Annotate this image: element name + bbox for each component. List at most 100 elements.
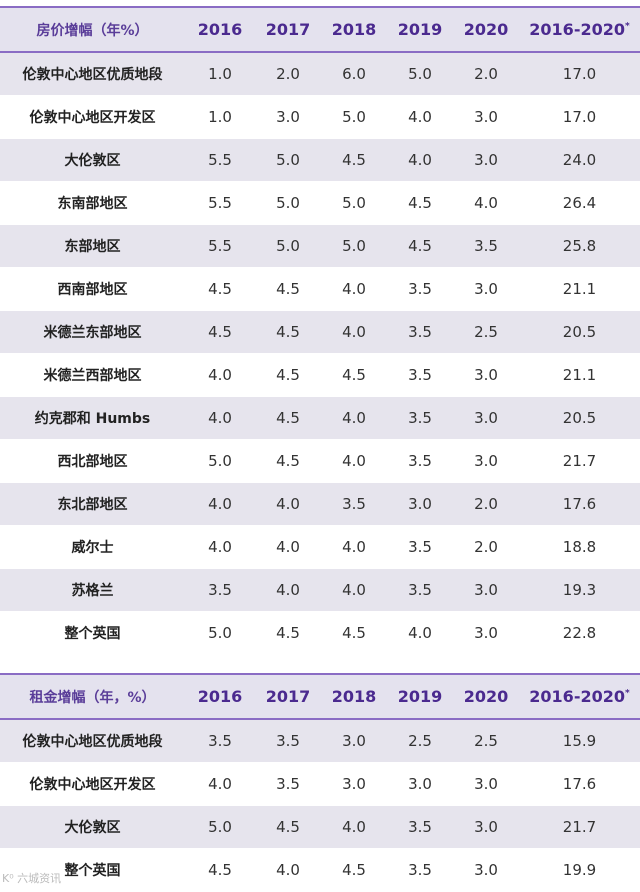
value-cell: 4.0 bbox=[453, 181, 519, 225]
region-name: 伦敦中心地区优质地段 bbox=[0, 719, 185, 763]
value-cell: 3.5 bbox=[387, 525, 453, 569]
total-cell: 21.1 bbox=[519, 267, 640, 311]
value-cell: 4.0 bbox=[321, 525, 387, 569]
region-name: 大伦敦区 bbox=[0, 805, 185, 849]
value-cell: 5.5 bbox=[185, 181, 255, 225]
value-cell: 3.5 bbox=[321, 482, 387, 526]
header-year-2019: 2019 bbox=[387, 6, 453, 53]
header-year-2016: 2016 bbox=[185, 673, 255, 720]
value-cell: 3.5 bbox=[387, 568, 453, 612]
value-cell: 4.0 bbox=[321, 568, 387, 612]
rent-growth-table: 租金增幅（年，%） 2016 2017 2018 2019 2020 2016-2020* 伦… bbox=[0, 673, 640, 892]
table-row: 大伦敦区 5.5 5.0 4.5 4.0 3.0 24.0 bbox=[0, 138, 640, 182]
total-cell: 21.1 bbox=[519, 353, 640, 397]
region-name: 伦敦中心地区开发区 bbox=[0, 762, 185, 806]
header-year-2016: 2016 bbox=[185, 6, 255, 53]
header-range-text: 2016-2020 bbox=[529, 687, 625, 706]
table-row: 整个英国 4.5 4.0 4.5 3.5 3.0 19.9 bbox=[0, 848, 640, 892]
table-header-row: 租金增幅（年，%） 2016 2017 2018 2019 2020 2016-2020* bbox=[0, 673, 640, 720]
value-cell: 4.0 bbox=[321, 396, 387, 440]
total-cell: 17.0 bbox=[519, 52, 640, 96]
header-range-mark: * bbox=[624, 688, 630, 699]
total-cell: 24.0 bbox=[519, 138, 640, 182]
value-cell: 4.0 bbox=[321, 439, 387, 483]
value-cell: 4.0 bbox=[321, 805, 387, 849]
value-cell: 3.0 bbox=[453, 611, 519, 655]
value-cell: 4.5 bbox=[255, 353, 321, 397]
value-cell: 5.5 bbox=[185, 224, 255, 268]
header-range-text: 2016-2020 bbox=[529, 20, 625, 39]
total-cell: 22.8 bbox=[519, 611, 640, 655]
value-cell: 4.5 bbox=[185, 267, 255, 311]
value-cell: 4.0 bbox=[255, 482, 321, 526]
value-cell: 3.0 bbox=[387, 762, 453, 806]
house-price-growth-table: 房价增幅（年%） 2016 2017 2018 2019 2020 2016-2020* 伦敦… bbox=[0, 6, 640, 655]
value-cell: 2.0 bbox=[453, 52, 519, 96]
total-cell: 18.8 bbox=[519, 525, 640, 569]
table-row: 西北部地区 5.0 4.5 4.0 3.5 3.0 21.7 bbox=[0, 439, 640, 483]
total-cell: 20.5 bbox=[519, 396, 640, 440]
table-row: 苏格兰 3.5 4.0 4.0 3.5 3.0 19.3 bbox=[0, 568, 640, 612]
value-cell: 4.5 bbox=[185, 848, 255, 892]
region-name: 约克郡和 Humbs bbox=[0, 396, 185, 440]
value-cell: 3.0 bbox=[453, 439, 519, 483]
table-row: 大伦敦区 5.0 4.5 4.0 3.5 3.0 21.7 bbox=[0, 805, 640, 849]
header-year-2020: 2020 bbox=[453, 6, 519, 53]
value-cell: 2.0 bbox=[255, 52, 321, 96]
value-cell: 5.0 bbox=[185, 439, 255, 483]
value-cell: 4.0 bbox=[387, 611, 453, 655]
region-name: 东南部地区 bbox=[0, 181, 185, 225]
header-range-mark: * bbox=[624, 21, 630, 32]
value-cell: 3.0 bbox=[321, 762, 387, 806]
total-cell: 21.7 bbox=[519, 439, 640, 483]
value-cell: 3.0 bbox=[453, 138, 519, 182]
total-cell: 17.0 bbox=[519, 95, 640, 139]
region-name: 整个英国 bbox=[0, 848, 185, 892]
value-cell: 4.0 bbox=[185, 525, 255, 569]
value-cell: 2.5 bbox=[453, 310, 519, 354]
total-cell: 20.5 bbox=[519, 310, 640, 354]
header-year-2017: 2017 bbox=[255, 6, 321, 53]
total-cell: 19.3 bbox=[519, 568, 640, 612]
table-row: 米德兰西部地区 4.0 4.5 4.5 3.5 3.0 21.1 bbox=[0, 353, 640, 397]
watermark: K⁰ 六城资讯 bbox=[2, 872, 62, 885]
header-range: 2016-2020* bbox=[519, 673, 640, 720]
header-label: 房价增幅（年%） bbox=[0, 6, 185, 53]
region-name: 东部地区 bbox=[0, 224, 185, 268]
value-cell: 3.0 bbox=[453, 568, 519, 612]
value-cell: 4.5 bbox=[321, 848, 387, 892]
value-cell: 5.0 bbox=[321, 224, 387, 268]
value-cell: 3.0 bbox=[321, 719, 387, 763]
header-year-2020: 2020 bbox=[453, 673, 519, 720]
header-label: 租金增幅（年，%） bbox=[0, 673, 185, 720]
value-cell: 4.5 bbox=[255, 267, 321, 311]
value-cell: 6.0 bbox=[321, 52, 387, 96]
value-cell: 4.5 bbox=[321, 138, 387, 182]
table-row: 西南部地区 4.5 4.5 4.0 3.5 3.0 21.1 bbox=[0, 267, 640, 311]
table-row: 整个英国 5.0 4.5 4.5 4.0 3.0 22.8 bbox=[0, 611, 640, 655]
total-cell: 21.7 bbox=[519, 805, 640, 849]
total-cell: 17.6 bbox=[519, 482, 640, 526]
table-row: 伦敦中心地区开发区 1.0 3.0 5.0 4.0 3.0 17.0 bbox=[0, 95, 640, 139]
value-cell: 4.0 bbox=[185, 396, 255, 440]
value-cell: 3.5 bbox=[387, 310, 453, 354]
value-cell: 3.5 bbox=[387, 353, 453, 397]
value-cell: 3.5 bbox=[387, 848, 453, 892]
region-name: 伦敦中心地区优质地段 bbox=[0, 52, 185, 96]
table-row: 伦敦中心地区开发区 4.0 3.5 3.0 3.0 3.0 17.6 bbox=[0, 762, 640, 806]
value-cell: 5.0 bbox=[185, 805, 255, 849]
value-cell: 5.0 bbox=[321, 181, 387, 225]
value-cell: 4.5 bbox=[255, 310, 321, 354]
value-cell: 5.0 bbox=[255, 224, 321, 268]
region-name: 西北部地区 bbox=[0, 439, 185, 483]
value-cell: 4.0 bbox=[255, 525, 321, 569]
value-cell: 4.5 bbox=[321, 611, 387, 655]
value-cell: 1.0 bbox=[185, 95, 255, 139]
value-cell: 3.5 bbox=[255, 762, 321, 806]
total-cell: 15.9 bbox=[519, 719, 640, 763]
value-cell: 3.0 bbox=[387, 482, 453, 526]
value-cell: 2.5 bbox=[453, 719, 519, 763]
value-cell: 4.0 bbox=[321, 267, 387, 311]
region-name: 大伦敦区 bbox=[0, 138, 185, 182]
total-cell: 17.6 bbox=[519, 762, 640, 806]
